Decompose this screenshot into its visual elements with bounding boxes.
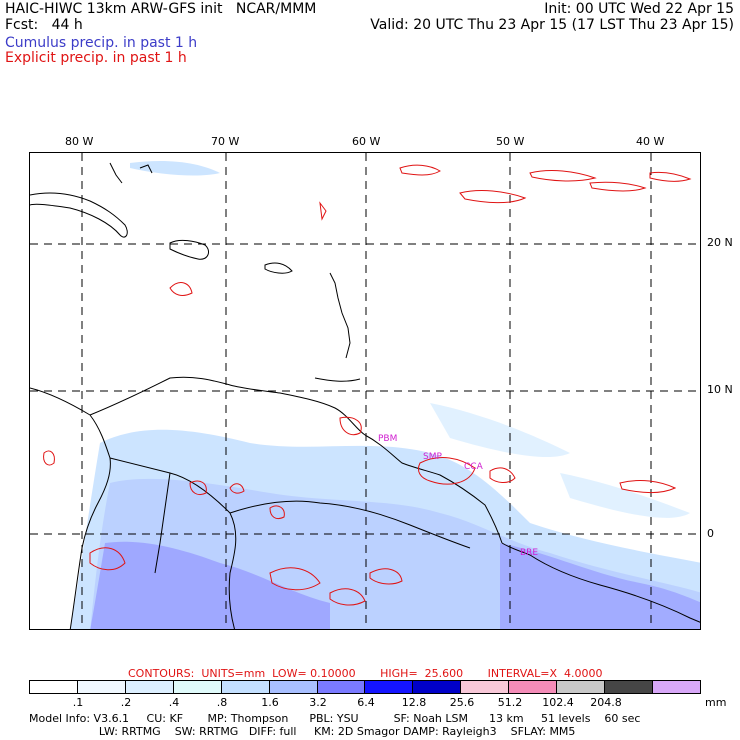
precip-map: PBM SMP CCA BRE xyxy=(29,152,701,630)
cumulus-precip-shading xyxy=(70,161,700,629)
colorbar-label: 102.4 xyxy=(542,696,574,709)
colorbar-label: 1.6 xyxy=(261,696,279,709)
station-bre: BRE xyxy=(520,548,538,558)
colorbar-label: 25.6 xyxy=(449,696,475,709)
colorbar-swatch xyxy=(461,681,510,693)
station-pbm: PBM xyxy=(378,434,397,444)
forecast-hour: Fcst: 44 h xyxy=(5,17,83,33)
legend-cumulus: Cumulus precip. in past 1 h xyxy=(5,35,198,51)
station-cca: CCA xyxy=(464,462,484,472)
lat-lon-grid xyxy=(30,153,700,629)
colorbar-label: 204.8 xyxy=(590,696,622,709)
lon-label-50w: 50 W xyxy=(496,135,525,148)
colorbar-label: 3.2 xyxy=(309,696,327,709)
model-info-line1: Model Info: V3.6.1 CU: KF MP: Thompson P… xyxy=(29,712,641,725)
contour-caption: CONTOURS: UNITS=mm LOW= 0.10000 HIGH= 25… xyxy=(128,667,603,680)
map-title: HAIC-HIWC 13km ARW-GFS init NCAR/MMM xyxy=(5,1,317,17)
legend-explicit: Explicit precip. in past 1 h xyxy=(5,50,187,66)
model-info-line2: LW: RRTMG SW: RRTMG DIFF: full KM: 2D Sm… xyxy=(29,725,576,738)
lat-label-20n: 20 N xyxy=(707,236,733,249)
colorbar-swatch xyxy=(413,681,462,693)
colorbar-unit: mm xyxy=(705,696,727,709)
colorbar-label: 51.2 xyxy=(497,696,523,709)
colorbar-label: .2 xyxy=(120,696,132,709)
colorbar-label: 6.4 xyxy=(357,696,375,709)
colorbar-swatch xyxy=(221,681,270,693)
colorbar-label: 12.8 xyxy=(401,696,427,709)
lat-label-10n: 10 N xyxy=(707,383,733,396)
explicit-precip-contours xyxy=(43,164,692,606)
colorbar-swatch xyxy=(77,681,126,693)
map-canvas: PBM SMP CCA BRE xyxy=(30,153,700,629)
colorbar-swatch xyxy=(365,681,414,693)
colorbar-swatch xyxy=(652,681,700,693)
colorbar-swatch xyxy=(557,681,606,693)
colorbar-swatch xyxy=(173,681,222,693)
valid-time: Valid: 20 UTC Thu 23 Apr 15 (17 LST Thu … xyxy=(370,17,734,33)
init-time: Init: 00 UTC Wed 22 Apr 15 xyxy=(544,1,734,17)
colorbar-swatch xyxy=(125,681,174,693)
colorbar-swatch xyxy=(269,681,318,693)
lat-label-0: 0 xyxy=(707,527,714,540)
lon-label-80w: 80 W xyxy=(65,135,94,148)
colorbar-swatch xyxy=(317,681,366,693)
colorbar-swatch xyxy=(509,681,558,693)
colorbar-label: .8 xyxy=(216,696,228,709)
station-labels: PBM SMP CCA BRE xyxy=(378,434,538,558)
lon-label-40w: 40 W xyxy=(636,135,665,148)
precip-colorbar xyxy=(29,680,701,694)
lon-label-70w: 70 W xyxy=(211,135,240,148)
lon-label-60w: 60 W xyxy=(352,135,381,148)
colorbar-swatch xyxy=(30,681,78,693)
colorbar-label: .4 xyxy=(168,696,180,709)
station-smp: SMP xyxy=(423,452,442,462)
coastlines xyxy=(30,162,700,629)
colorbar-label: .1 xyxy=(72,696,84,709)
colorbar-swatch xyxy=(605,681,653,693)
